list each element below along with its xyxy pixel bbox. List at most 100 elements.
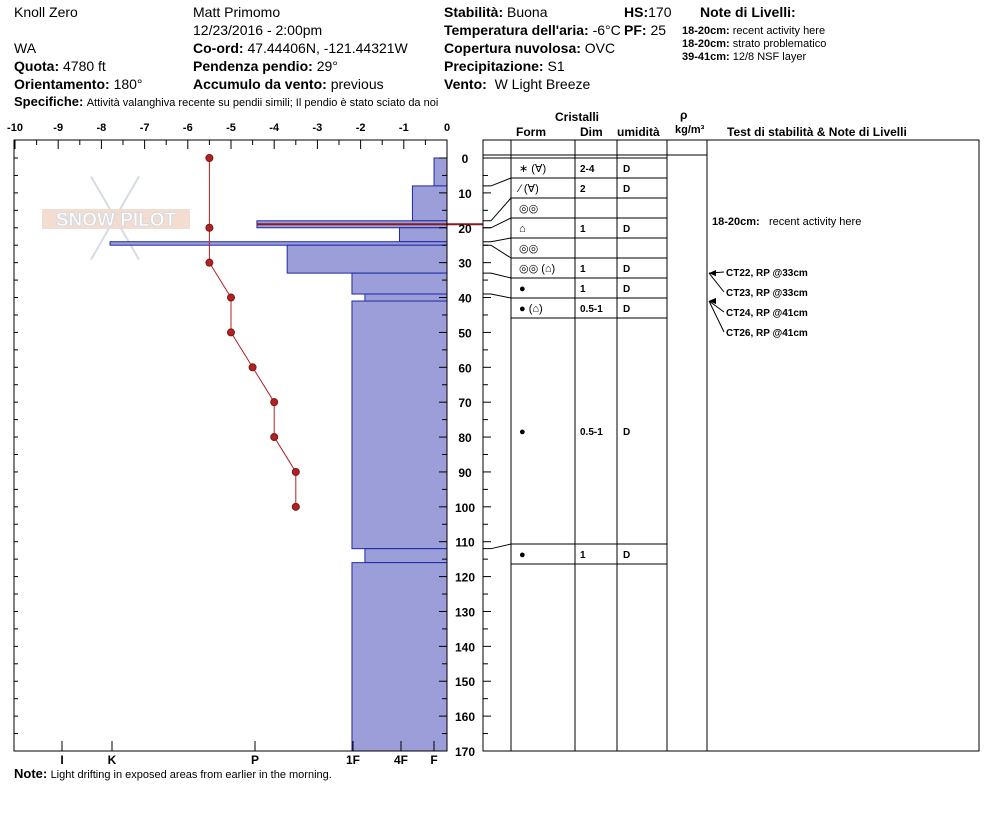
precip-label: Precipitazione:: [444, 58, 544, 74]
test-leader: [708, 300, 725, 333]
orient-label: Orientamento:: [14, 76, 110, 92]
crystal-dim: 0.5-1: [580, 427, 603, 438]
precip-value: S1: [547, 58, 565, 74]
stab-value: Buona: [507, 4, 548, 20]
hardness-bar: [433, 157, 448, 187]
depth-tick-label: 40: [458, 292, 472, 306]
wind: Vento: W Light Breeze: [444, 76, 590, 92]
note-label: Note:: [14, 766, 48, 781]
hardness-bar: [286, 244, 448, 274]
hardness-bar: [364, 548, 448, 564]
cloud-value: OVC: [584, 40, 616, 56]
slope: Pendenza pendio: 29°: [193, 58, 338, 74]
test-leader: [708, 272, 725, 293]
temp-tick-label: -5: [226, 122, 236, 134]
pf-label: PF:: [624, 22, 647, 38]
chart-frames: [13, 139, 980, 752]
crystal-form: ◎◎: [519, 243, 538, 255]
hardness-tick-label: I: [60, 753, 63, 767]
layer-connector: [483, 293, 512, 299]
layer-note-1: 18-20cm: recent activity here: [682, 25, 825, 38]
depth-tick-label: 50: [458, 326, 472, 340]
layer-note-text: recent activity here: [732, 25, 826, 37]
temp-tick-label: -2: [356, 122, 366, 134]
crystal-form: ●: [519, 283, 526, 295]
hs-value: 170: [648, 4, 672, 20]
depth-tick-label: 80: [458, 431, 472, 445]
dim-header: Dim: [580, 125, 603, 139]
depth-tick-label: 120: [455, 571, 475, 585]
temp-tick-label: -7: [140, 122, 150, 134]
watermark-text: SNOW PILOT: [56, 210, 177, 231]
rho-unit-header: kg/m³: [675, 124, 705, 136]
crystal-dim: 2: [580, 184, 586, 195]
crystal-dim: 1: [580, 284, 586, 295]
depth-tick-label: 30: [458, 257, 472, 271]
layer-note-range: 18-20cm:: [682, 38, 730, 50]
wind-value: W Light Breeze: [494, 76, 591, 92]
quota-label: Quota:: [14, 58, 60, 74]
crystal-dim: 0.5-1: [580, 304, 603, 315]
layer-connector: [483, 177, 512, 187]
specifics: Specifiche: Attività valanghiva recente …: [14, 94, 438, 111]
temp-tick-label: -3: [313, 122, 323, 134]
slope-value: 29°: [316, 58, 338, 74]
form-header: Form: [516, 125, 546, 139]
hardness-tick-label: F: [430, 753, 437, 767]
crystal-dim: 1: [580, 224, 586, 235]
crystal-form: ◎◎: [519, 203, 538, 215]
hardness-bars: [109, 157, 483, 752]
temperature-point: [270, 433, 279, 442]
cloud-label: Copertura nuvolosa:: [444, 40, 581, 56]
crystal-form: ●: [519, 426, 526, 438]
depth-tick-label: 110: [455, 536, 475, 550]
temperature-point: [270, 398, 279, 407]
crystal-form: ◎◎ (⌂): [519, 263, 555, 275]
depth-tick-label: 70: [458, 396, 472, 410]
stab-label: Stabilità:: [444, 4, 504, 20]
temp-tick-label: -4: [269, 122, 280, 134]
tests-header: Test di stabilità & Note di Livelli: [727, 125, 907, 139]
datetime: 12/23/2016 - 2:00pm: [193, 22, 323, 38]
temperature-point: [205, 154, 214, 162]
slope-label: Pendenza pendio:: [193, 58, 313, 74]
hardness-bar: [364, 293, 448, 302]
temperature-axis: -10 -9 -8 -7 -6 -5 -4 -3 -2 -1 0: [7, 122, 450, 149]
crystal-dim: 2-4: [580, 164, 595, 175]
layer-notes-title: Note di Livelli:: [700, 4, 796, 20]
observer: Matt Primomo: [193, 4, 281, 20]
test-leader: [708, 300, 725, 313]
note: Note: Light drifting in exposed areas fr…: [14, 766, 332, 783]
watermark-band: [42, 209, 190, 229]
layer-connector: [483, 237, 512, 243]
layer-note-range: 39-41cm:: [682, 51, 730, 63]
crystal-moisture: D: [623, 427, 630, 438]
crystal-moisture: D: [623, 264, 630, 275]
layer-connector: [483, 272, 512, 279]
crystal-form: ● (⌂): [519, 303, 543, 315]
layer-note-range: 18-20cm:: [682, 25, 730, 37]
pf: PF: 25: [624, 22, 667, 38]
state: WA: [14, 40, 37, 56]
air-temperature: Temperatura dell'aria: -6°C: [444, 22, 621, 38]
specifics-label: Specifiche:: [14, 94, 84, 109]
crystal-table: ∗ (∀) 2-4 D ⁄ (∀) 2 D ◎◎ ⌂ 1 D ◎◎ ◎◎ (⌂) 1 D ● 1 D ● (⌂) 0…: [483, 140, 708, 751]
temp-tick-label: -6: [183, 122, 193, 134]
hardness-tick-label: P: [251, 753, 259, 767]
wind-label: Vento:: [444, 76, 487, 92]
temp-tick-label: -9: [53, 122, 63, 134]
crystal-moisture: D: [623, 224, 630, 235]
depth-tick-label: 130: [455, 605, 475, 619]
hs: HS:170: [624, 4, 671, 20]
temperature-line: [208, 158, 297, 507]
hardness-tick-label: 4F: [394, 753, 408, 767]
temp-tick-label: -1: [399, 122, 409, 134]
hardness-bar: [109, 241, 448, 246]
crystal-moisture: D: [623, 304, 630, 315]
crystal-dim: 1: [580, 550, 586, 561]
stability-test-label: CT23, RP @33cm: [726, 288, 808, 299]
temperature-point: [227, 328, 235, 337]
stability-test-label: CT24, RP @41cm: [726, 308, 808, 319]
temperature-point: [227, 293, 235, 302]
